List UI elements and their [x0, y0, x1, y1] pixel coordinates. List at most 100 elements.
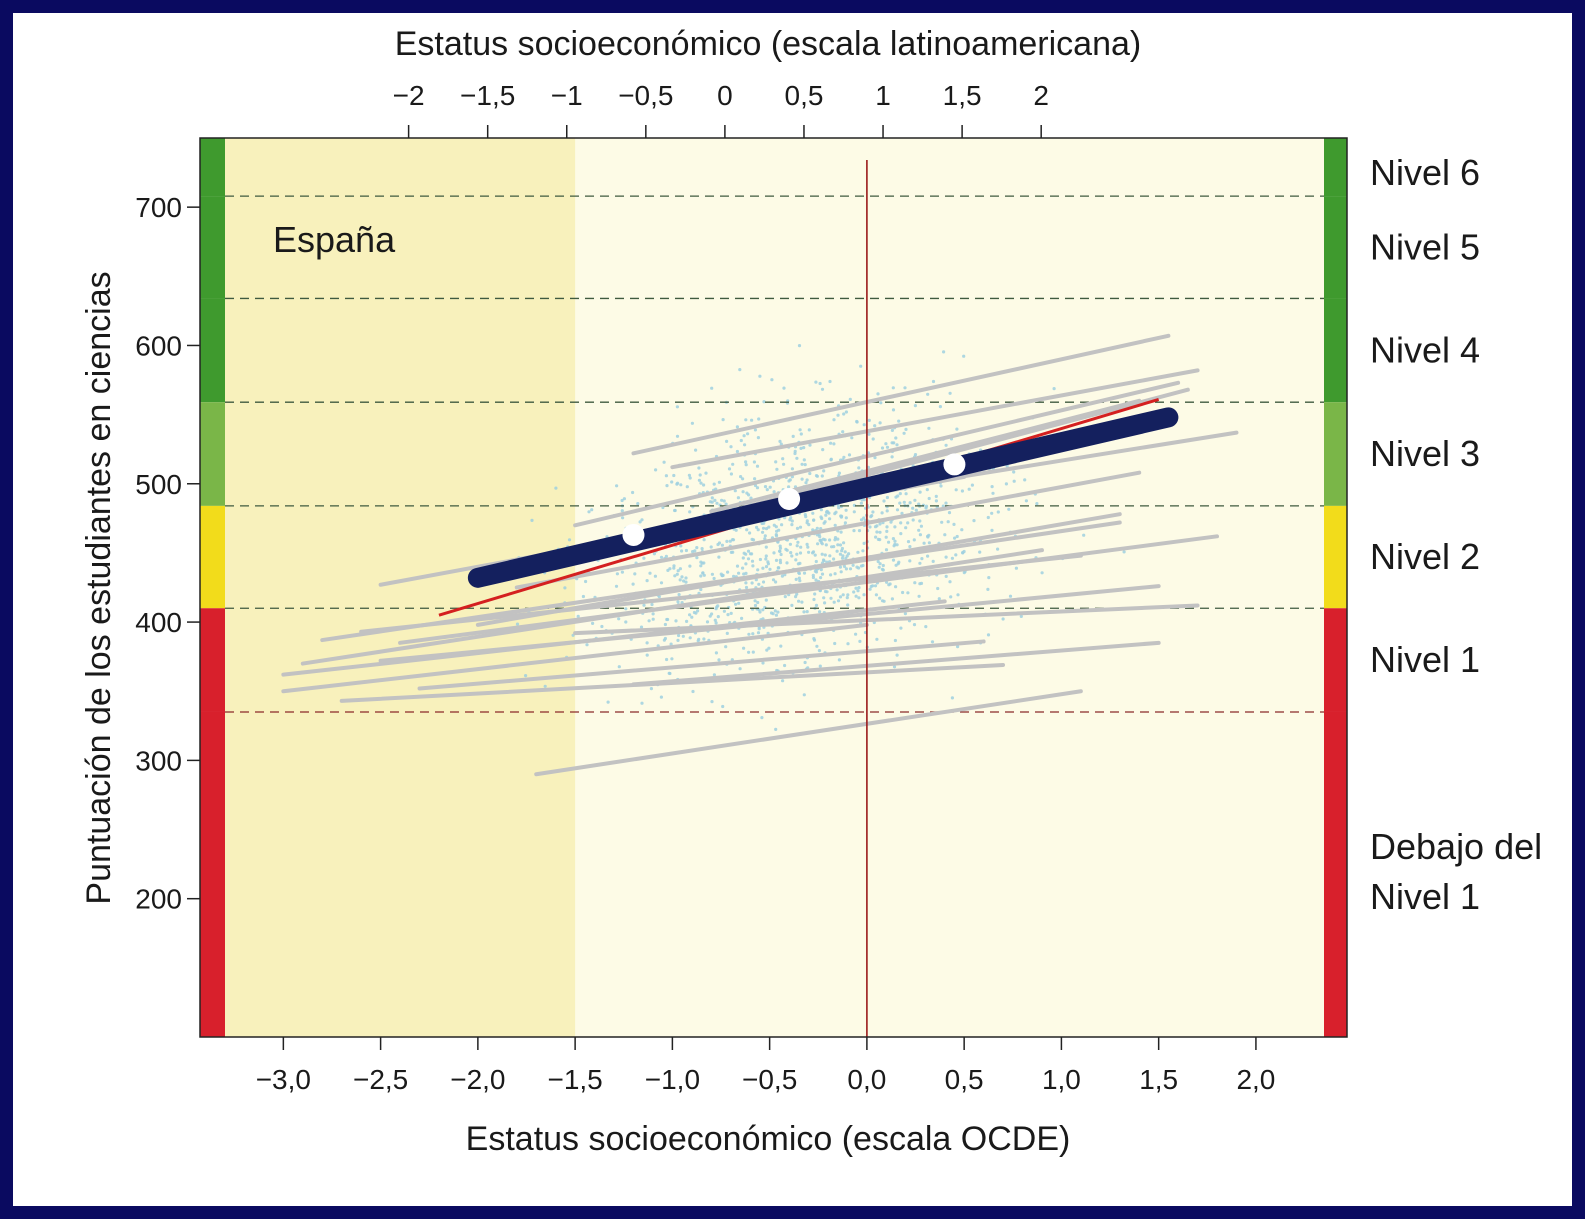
student-dot — [790, 467, 795, 471]
student-dot — [800, 462, 804, 466]
student-dot — [856, 550, 860, 554]
student-dot — [744, 418, 748, 422]
y-tick-label: 600 — [135, 330, 182, 361]
student-dot — [673, 508, 677, 513]
student-dot — [669, 642, 673, 646]
student-dot — [647, 619, 651, 623]
student-dot — [622, 497, 627, 501]
student-dot — [813, 592, 817, 596]
student-dot — [667, 671, 671, 675]
student-dot — [942, 350, 946, 354]
student-dot — [684, 576, 688, 580]
student-dot — [814, 474, 819, 478]
student-dot — [841, 593, 845, 597]
student-dot — [824, 543, 828, 547]
student-dot — [931, 379, 936, 384]
student-dot — [657, 595, 661, 599]
student-dot — [672, 564, 676, 568]
student-dot — [645, 653, 649, 657]
student-dot — [576, 614, 580, 619]
student-dot — [880, 599, 885, 603]
student-dot — [764, 598, 768, 602]
student-dot — [889, 520, 893, 524]
student-dot — [937, 597, 941, 601]
student-dot — [789, 516, 793, 520]
student-dot — [925, 488, 929, 492]
student-dot — [867, 432, 871, 436]
student-dot — [774, 727, 778, 732]
student-dot — [878, 562, 882, 566]
student-dot — [842, 455, 846, 459]
student-dot — [918, 582, 922, 586]
student-dot — [918, 533, 923, 537]
student-dot — [758, 557, 763, 562]
y-tick-label: 300 — [135, 745, 182, 776]
student-dot — [884, 535, 888, 539]
axes: −3,0 −2,5 −2,0 −1,5 −1,0 −0,5 0,0 0,5 1,0 1,5 2,0 −… — [135, 80, 1348, 1095]
student-dot — [763, 537, 767, 541]
student-dot — [871, 437, 875, 441]
student-dot — [832, 600, 836, 604]
student-dot — [821, 448, 825, 452]
student-dot — [857, 596, 861, 600]
student-dot — [926, 535, 930, 539]
student-dot — [701, 571, 705, 575]
student-dot — [747, 650, 751, 654]
student-dot — [751, 564, 755, 568]
student-dot — [846, 593, 850, 597]
x-tick-label: 1,5 — [1139, 1064, 1178, 1095]
student-dot — [878, 522, 882, 526]
student-dot — [744, 571, 748, 576]
student-dot — [802, 446, 806, 450]
student-dot — [893, 539, 897, 543]
student-dot — [875, 530, 879, 534]
student-dot — [726, 570, 730, 574]
student-dot — [808, 471, 812, 476]
student-dot — [904, 526, 908, 530]
student-dot — [720, 573, 724, 578]
student-dot — [893, 638, 898, 643]
student-dot — [735, 425, 740, 429]
student-dot — [734, 528, 738, 532]
student-dot — [840, 556, 845, 560]
student-dot — [960, 489, 965, 493]
student-dot — [795, 526, 800, 531]
student-dot — [761, 530, 765, 534]
student-dot — [746, 557, 751, 561]
student-dot — [796, 562, 801, 566]
student-dot — [854, 586, 858, 590]
student-dot — [855, 420, 859, 424]
student-dot — [913, 498, 917, 502]
student-dot — [620, 570, 625, 574]
student-dot — [732, 574, 736, 578]
student-dot — [839, 530, 843, 534]
y-tick-label: 400 — [135, 607, 182, 638]
x-tick-label: −1,0 — [645, 1064, 700, 1095]
student-dot — [876, 559, 880, 564]
student-dot — [775, 467, 779, 471]
student-dot — [645, 641, 649, 645]
student-dot — [678, 567, 683, 571]
student-dot — [757, 627, 761, 631]
student-dot — [873, 456, 877, 460]
spain-quarter-marker — [622, 523, 645, 546]
plot-area — [200, 138, 1347, 1037]
student-dot — [724, 645, 728, 649]
student-dot — [837, 658, 842, 662]
level-bar-left — [200, 608, 225, 712]
student-dot — [948, 580, 952, 584]
student-dot — [642, 603, 646, 607]
student-dot — [795, 592, 799, 596]
student-dot — [819, 508, 824, 512]
student-dot — [684, 580, 688, 584]
x2-tick-label: 0 — [717, 80, 733, 111]
student-dot — [820, 572, 825, 576]
student-dot — [777, 566, 781, 570]
student-dot — [524, 674, 528, 678]
student-dot — [687, 473, 692, 477]
student-dot — [956, 593, 960, 597]
student-dot — [676, 638, 680, 643]
student-dot — [631, 582, 635, 586]
student-dot — [761, 580, 766, 584]
student-dot — [911, 518, 915, 522]
